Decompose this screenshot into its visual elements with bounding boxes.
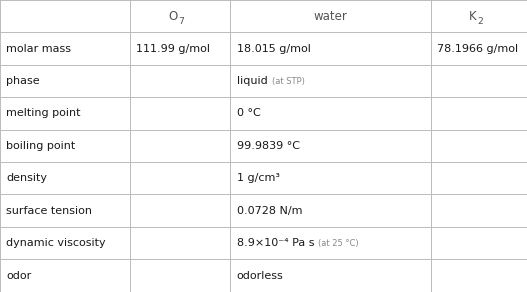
Text: (at 25 °C): (at 25 °C) (318, 239, 359, 248)
Text: 111.99 g/mol: 111.99 g/mol (136, 44, 210, 54)
Text: phase: phase (6, 76, 40, 86)
Text: 18.015 g/mol: 18.015 g/mol (237, 44, 310, 54)
Text: melting point: melting point (6, 108, 81, 119)
Text: K: K (469, 10, 476, 23)
Text: 7: 7 (179, 17, 184, 26)
Text: 1 g/cm³: 1 g/cm³ (237, 173, 280, 183)
Text: dynamic viscosity: dynamic viscosity (6, 238, 106, 248)
Text: odorless: odorless (237, 270, 284, 281)
Text: liquid: liquid (237, 76, 267, 86)
Text: (at STP): (at STP) (271, 77, 305, 86)
Text: 8.9×10⁻⁴ Pa s: 8.9×10⁻⁴ Pa s (237, 238, 314, 248)
Text: odor: odor (6, 270, 32, 281)
Text: molar mass: molar mass (6, 44, 71, 54)
Text: O: O (168, 10, 178, 23)
Text: boiling point: boiling point (6, 141, 75, 151)
Text: 0.0728 N/m: 0.0728 N/m (237, 206, 302, 216)
Text: 78.1966 g/mol: 78.1966 g/mol (437, 44, 518, 54)
Text: 99.9839 °C: 99.9839 °C (237, 141, 300, 151)
Text: surface tension: surface tension (6, 206, 92, 216)
Text: water: water (314, 10, 347, 23)
Text: density: density (6, 173, 47, 183)
Text: 0 °C: 0 °C (237, 108, 260, 119)
Text: 2: 2 (477, 17, 483, 26)
